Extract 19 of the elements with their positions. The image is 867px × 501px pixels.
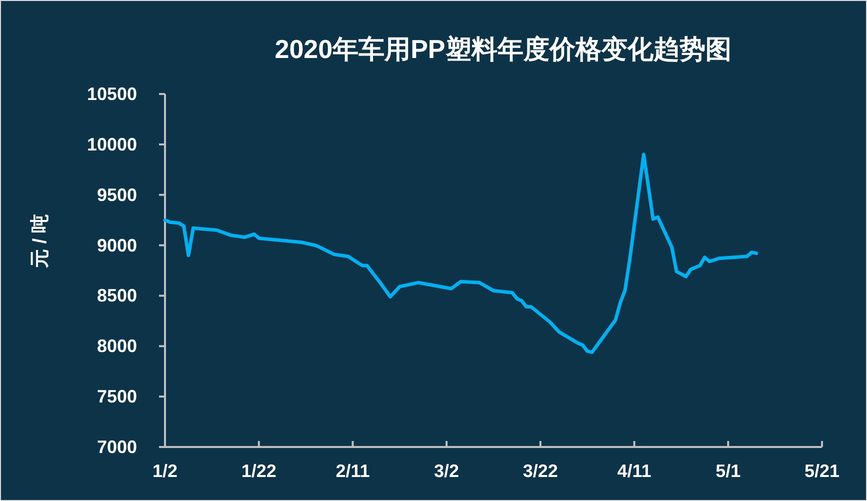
y-tick-label: 8500 [96, 286, 137, 306]
line-series [163, 152, 758, 354]
y-tick-label: 7000 [96, 437, 137, 457]
x-tick-label: 1/22 [241, 461, 276, 481]
x-tick-label: 5/1 [716, 461, 741, 481]
x-tick-label: 4/11 [617, 461, 652, 481]
y-tick-label: 7500 [96, 386, 137, 407]
y-tick-label: 8000 [96, 336, 137, 356]
y-tick-label: 10500 [86, 84, 137, 104]
y-tick-label: 9500 [96, 184, 137, 205]
chart-title: 2020年车用PP塑料年度价格变化趋势图 [274, 34, 732, 64]
y-tick-label: 10000 [86, 134, 137, 154]
x-tick-label: 3/2 [434, 461, 460, 481]
x-tick-label: 2/11 [336, 461, 370, 481]
x-tick-label: 1/2 [152, 461, 178, 481]
y-axis-title: 元 / 吨 [29, 214, 51, 269]
x-tick-label: 3/22 [522, 461, 558, 481]
x-tick-label: 5/21 [804, 461, 840, 481]
y-tick-label: 9000 [96, 235, 137, 256]
